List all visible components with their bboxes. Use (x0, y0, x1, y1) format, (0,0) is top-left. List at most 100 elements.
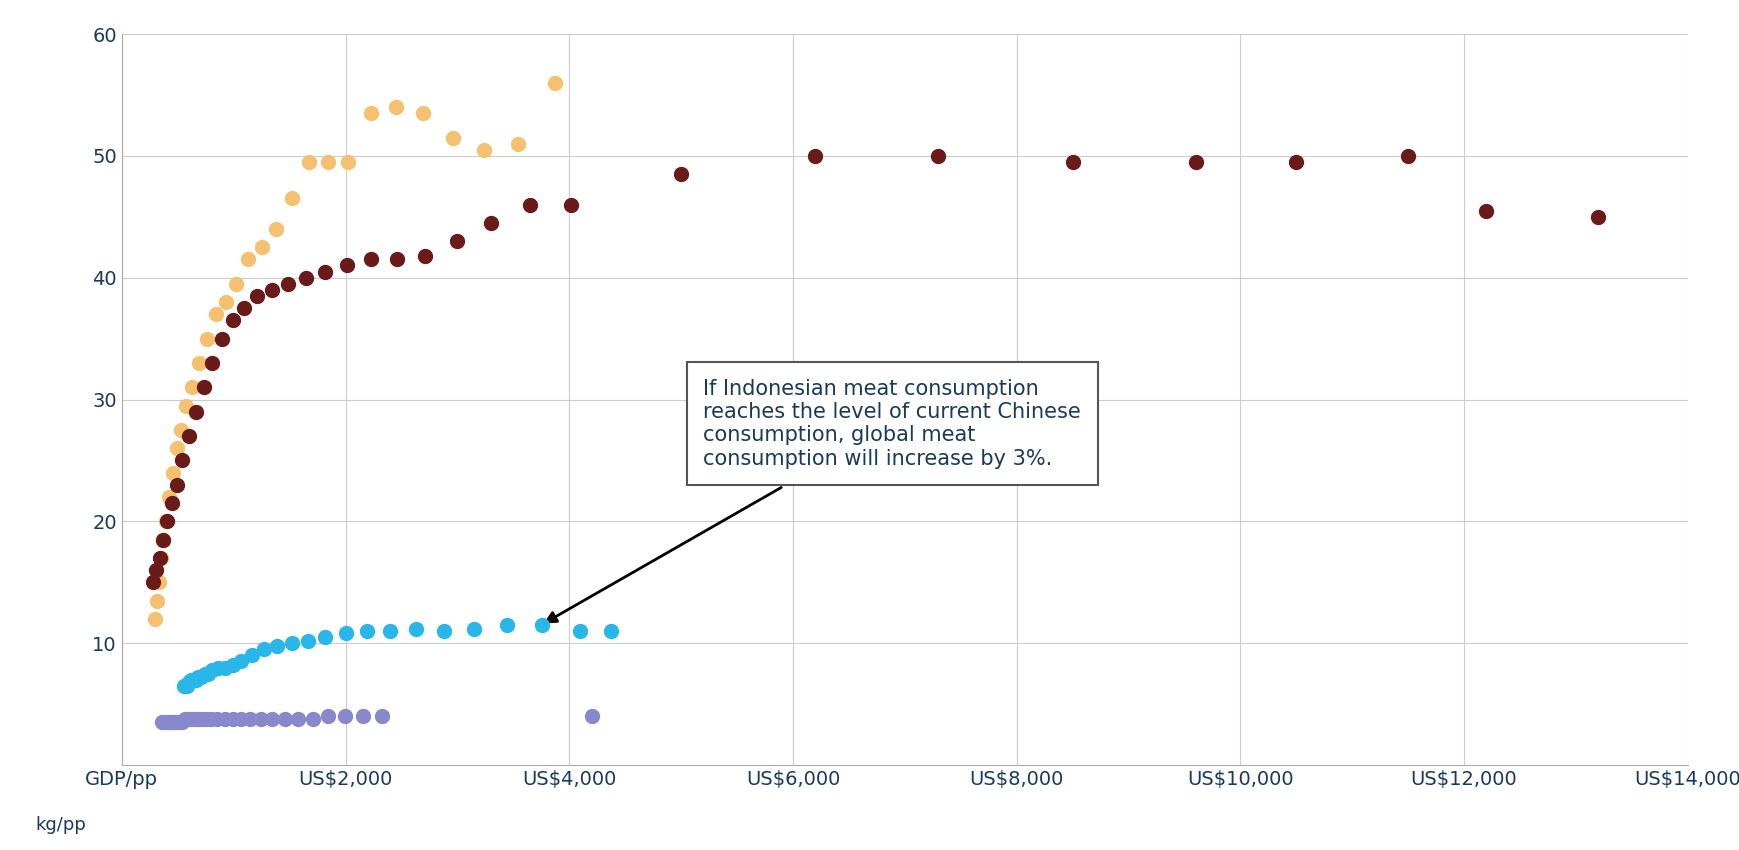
Point (153, 514, 181, 528)
Point (181, 673, 209, 687)
Point (202, 308, 230, 321)
Point (247, 241, 275, 254)
Point (150, 533, 177, 547)
Point (237, 712, 264, 726)
Point (332, 626, 360, 640)
Point (223, 277, 250, 291)
Point (257, 283, 285, 297)
Point (230, 302, 257, 315)
Point (459, 621, 487, 635)
Point (292, 271, 320, 285)
Point (257, 712, 285, 726)
Point (278, 637, 306, 650)
Point (596, 624, 624, 638)
Point (541, 76, 569, 89)
Point (567, 624, 595, 638)
Point (193, 712, 221, 726)
Point (263, 639, 290, 653)
Point (296, 155, 323, 168)
Point (278, 192, 306, 206)
Point (332, 258, 360, 272)
Point (165, 716, 193, 729)
Point (193, 332, 221, 345)
Point (210, 660, 238, 674)
Point (376, 624, 403, 638)
Text: kg/pp: kg/pp (37, 816, 87, 834)
Point (143, 594, 170, 608)
Point (157, 716, 184, 729)
Point (476, 216, 504, 230)
Point (158, 496, 186, 510)
Point (409, 106, 436, 120)
Point (228, 654, 256, 668)
Point (177, 673, 205, 687)
Point (184, 712, 212, 726)
Point (250, 643, 278, 656)
Point (235, 252, 263, 266)
Point (443, 235, 471, 248)
Point (197, 712, 224, 726)
Point (383, 252, 410, 266)
Point (412, 249, 440, 263)
Point (198, 663, 226, 677)
Point (163, 478, 191, 491)
Point (148, 551, 174, 564)
Point (273, 277, 301, 291)
Point (356, 252, 384, 266)
Point (176, 676, 203, 689)
Point (170, 679, 198, 693)
Point (169, 716, 197, 729)
Point (219, 658, 247, 672)
Point (210, 712, 238, 726)
Point (172, 679, 200, 693)
Point (150, 716, 177, 729)
Point (167, 423, 195, 437)
Point (163, 441, 191, 455)
Point (169, 454, 197, 468)
Point (148, 716, 176, 729)
Point (1282, 155, 1309, 168)
Point (294, 634, 322, 648)
Point (247, 712, 275, 726)
Point (188, 712, 216, 726)
Point (353, 624, 381, 638)
Point (577, 710, 605, 723)
Point (203, 660, 231, 674)
Point (802, 149, 830, 162)
Point (383, 100, 410, 114)
Point (179, 381, 207, 394)
Point (666, 167, 694, 181)
Point (179, 673, 207, 687)
Point (315, 710, 343, 723)
Point (181, 712, 209, 726)
Point (212, 295, 240, 309)
Point (184, 356, 212, 370)
Point (356, 106, 384, 120)
Point (139, 575, 167, 589)
Point (219, 712, 247, 726)
Point (146, 551, 174, 564)
Point (350, 710, 377, 723)
Point (504, 137, 532, 150)
Point (141, 612, 169, 626)
Point (556, 198, 584, 212)
Point (238, 649, 266, 662)
Point (177, 712, 205, 726)
Point (313, 155, 341, 168)
Point (1393, 149, 1421, 162)
Point (923, 149, 951, 162)
Point (283, 712, 311, 726)
Point (367, 710, 395, 723)
Point (226, 712, 254, 726)
Point (155, 490, 183, 504)
Point (438, 131, 466, 145)
Point (143, 564, 170, 577)
Point (184, 671, 212, 684)
Point (190, 381, 217, 394)
Point (516, 198, 544, 212)
Point (162, 716, 190, 729)
Point (203, 712, 231, 726)
Point (155, 716, 183, 729)
Point (1181, 155, 1209, 168)
Point (263, 222, 290, 235)
